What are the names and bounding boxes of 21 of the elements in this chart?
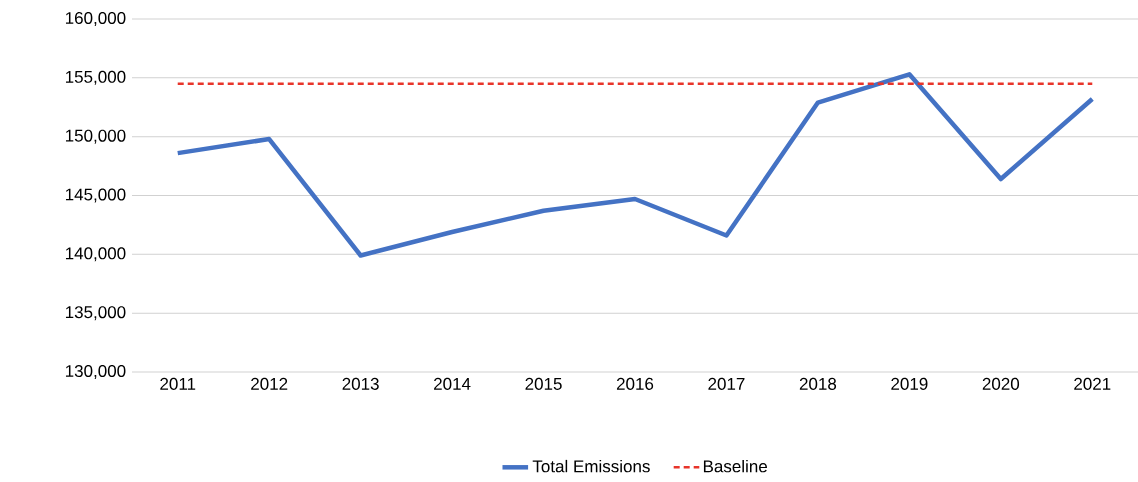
x-tick-label: 2011 [160, 377, 196, 390]
y-tick-label: 160,000 [65, 11, 126, 27]
legend-label: Baseline [703, 459, 767, 473]
x-tick-label: 2018 [799, 377, 837, 390]
x-tick-label: 2017 [708, 377, 745, 390]
line-series [175, 72, 1095, 258]
x-tick-label: 2014 [434, 377, 471, 390]
x-tick-label: 2013 [342, 377, 379, 390]
x-tick-label: 2019 [891, 377, 928, 390]
legend-label: Total Emissions [532, 459, 650, 473]
x-tick-label: 2016 [616, 377, 654, 390]
x-tick-label: 2012 [251, 377, 288, 390]
y-tick-label: 130,000 [65, 364, 126, 380]
y-tick-label: 140,000 [65, 247, 126, 262]
x-tick-label: 2020 [982, 377, 1020, 390]
x-tick-label: 2021 [1074, 377, 1111, 390]
y-tick-label: 135,000 [65, 306, 126, 321]
y-tick-label: 145,000 [65, 188, 126, 203]
y-tick-label: 155,000 [65, 70, 126, 85]
y-tick-label: 150,000 [65, 129, 126, 144]
x-tick-label: 2015 [525, 377, 562, 390]
